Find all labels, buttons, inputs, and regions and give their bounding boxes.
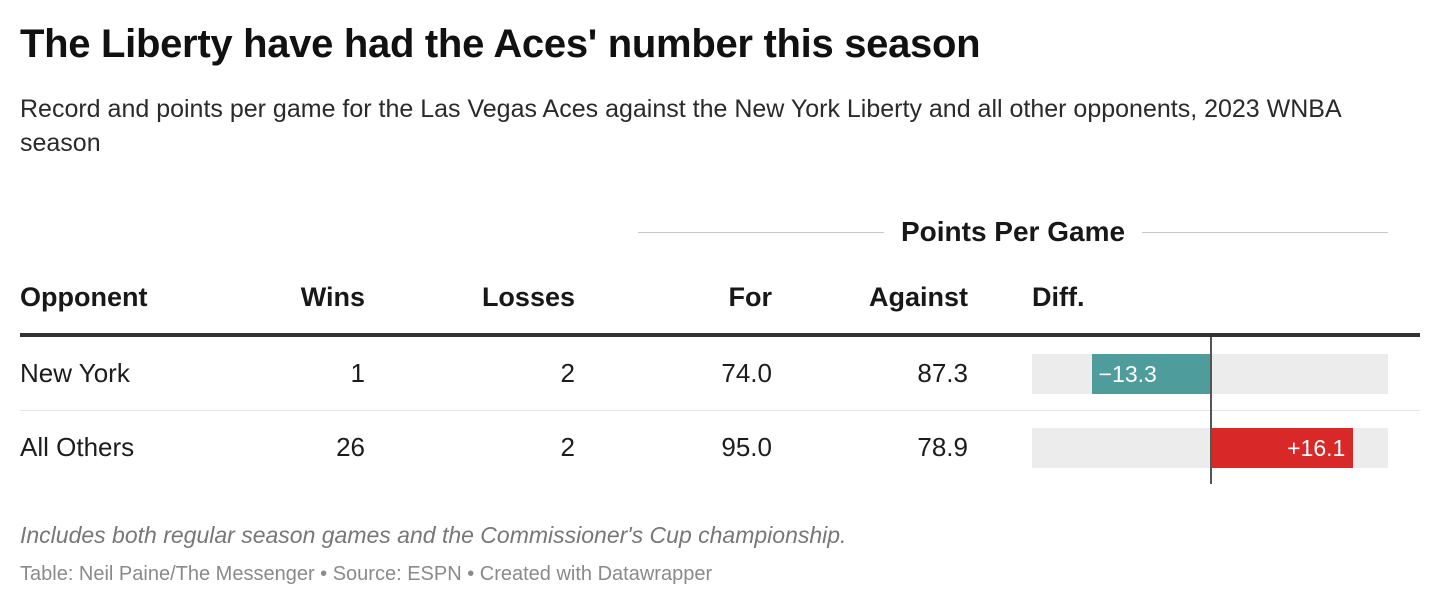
row-new-york-losses: 2 [560,358,575,388]
row-new-york-wins: 1 [350,358,365,388]
chart-title: The Liberty have had the Aces' number th… [20,22,981,66]
row-all-others-against: 78.9 [917,432,968,462]
group-header-label: Points Per Game [900,216,1126,247]
group-header-rule-left [638,231,884,233]
column-header-for: For [728,282,773,312]
row-new-york-for: 74.0 [721,358,772,388]
diff-bar [1091,354,1210,394]
column-header-losses: Losses [481,282,575,312]
row-divider [20,410,1420,411]
diff-bar-label: −13.3 [1098,361,1157,387]
column-header-against: Against [868,282,968,312]
chart-subtitle: Record and points per game for the Las V… [20,95,1341,157]
diff-bar-label: +16.1 [1287,435,1346,461]
row-all-others-losses: 2 [560,432,575,462]
points-per-game-group-header: Points Per Game [638,212,1388,252]
row-all-others-opponent: All Others [20,432,135,462]
footer-note: Includes both regular season games and t… [20,522,847,548]
row-new-york-opponent: New York [20,358,130,388]
row-all-others-wins: 26 [336,432,365,462]
diff-bar [1210,428,1354,468]
row-new-york-against: 87.3 [917,358,968,388]
header-rule [20,333,1420,337]
column-header-opponent: Opponent [20,282,148,312]
group-header-rule-right [1142,231,1388,233]
column-header-diff: Diff. [1032,282,1085,312]
footer-credit: Table: Neil Paine/The Messenger • Source… [20,563,713,585]
diff-zero-line [1210,337,1212,484]
row-all-others-for: 95.0 [721,432,772,462]
column-header-wins: Wins [300,282,365,312]
